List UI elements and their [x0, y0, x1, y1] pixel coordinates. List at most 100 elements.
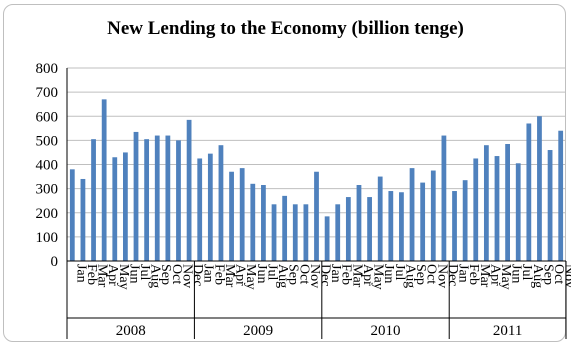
- bar-2010-Apr: [356, 185, 362, 261]
- bar-2008-Apr: [101, 99, 107, 261]
- bar-2011-Aug: [526, 123, 532, 261]
- bar-2011-Oct: [547, 150, 553, 261]
- bar-2009-Mar: [218, 145, 224, 261]
- bar-2010-Oct: [420, 182, 426, 261]
- bar-2008-Mar: [91, 139, 96, 261]
- x-tick-label: Mar: [222, 264, 237, 288]
- bar-2011-Jan: [452, 191, 457, 261]
- bar-2011-Sep: [537, 116, 542, 261]
- y-tick-label: 500: [36, 133, 59, 149]
- bar-2011-May: [494, 156, 500, 261]
- bar-2008-Sep: [154, 135, 160, 261]
- x-tick-label: Sep: [413, 264, 428, 285]
- bar-2009-Dec: [314, 171, 319, 261]
- x-tick-label: Jun: [254, 264, 269, 283]
- x-tick-label: Jul: [519, 264, 534, 280]
- bar-2008-Feb: [80, 178, 86, 261]
- x-tick-label: Mar: [477, 264, 492, 288]
- x-tick-label: Feb: [339, 264, 354, 285]
- x-tick-label: May: [371, 264, 386, 290]
- bar-2009-Nov: [303, 204, 309, 261]
- x-tick-label: Nov: [434, 264, 449, 288]
- bar-2009-Apr: [229, 171, 234, 261]
- x-tick-label: Oct: [424, 264, 439, 284]
- bar-2010-Sep: [409, 168, 415, 261]
- x-tick-label: Oct: [551, 264, 566, 284]
- x-tick-label: Nov: [307, 264, 322, 288]
- x-tick-label: Nov: [179, 264, 194, 288]
- bar-2009-Feb: [207, 153, 213, 261]
- x-tick-label: Feb: [84, 264, 99, 285]
- x-tick-label: Sep: [286, 264, 301, 285]
- x-tick-label: Dec: [190, 264, 205, 287]
- bar-2008-Aug: [144, 139, 150, 261]
- x-tick-label: Apr: [360, 264, 375, 286]
- bar-2009-Jun: [250, 183, 256, 261]
- bar-2010-May: [367, 197, 372, 261]
- x-tick-label: Jul: [137, 264, 152, 280]
- bar-2008-Jun: [123, 152, 128, 261]
- bar-2010-Jul: [388, 191, 394, 261]
- x-tick-label: Jan: [456, 264, 471, 283]
- bar-2011-Apr: [483, 145, 489, 261]
- x-tick-label: Apr: [487, 264, 502, 286]
- x-tick-label: Mar: [95, 264, 110, 288]
- x-tick-label: Jul: [264, 264, 279, 280]
- bar-2010-Dec: [441, 135, 447, 261]
- x-tick-label: Feb: [466, 264, 481, 285]
- x-tick-label: Oct: [296, 264, 311, 284]
- bar-2009-Oct: [292, 204, 298, 261]
- x-tick-label: Jan: [201, 264, 216, 283]
- bar-2009-Sep: [282, 195, 288, 261]
- x-tick-label: Sep: [158, 264, 173, 285]
- x-tick-label: Dec: [318, 264, 333, 287]
- x-tick-label: Jan: [328, 264, 343, 283]
- x-tick-label: Aug: [530, 264, 545, 288]
- y-tick-label: 0: [51, 254, 59, 270]
- bar-2009-Jan: [197, 158, 203, 261]
- x-tick-label: Jul: [392, 264, 407, 280]
- x-tick-label: Jun: [126, 264, 141, 283]
- bar-2011-Jul: [515, 163, 521, 261]
- y-tick-label: 800: [36, 61, 59, 77]
- x-tick-label: Jan: [73, 264, 88, 283]
- x-tick-label: Jun: [509, 264, 524, 283]
- bar-2008-Oct: [165, 135, 171, 261]
- bar-2009-Aug: [271, 204, 277, 261]
- bar-2008-Jul: [133, 131, 139, 261]
- x-tick-label: Aug: [402, 264, 417, 288]
- year-label: 2010: [371, 323, 401, 339]
- x-tick-label: Feb: [211, 264, 226, 285]
- year-label: 2008: [116, 323, 146, 339]
- bar-2011-Mar: [473, 158, 479, 261]
- y-tick-label: 100: [36, 230, 59, 246]
- bar-2009-May: [239, 168, 245, 261]
- x-tick-label: Aug: [148, 264, 163, 288]
- x-tick-label: May: [243, 264, 258, 290]
- y-tick-label: 200: [36, 206, 59, 222]
- year-label: 2009: [243, 323, 273, 339]
- bar-2009-Jul: [261, 185, 266, 261]
- x-tick-label: Oct: [169, 264, 184, 284]
- x-tick-label: Mar: [349, 264, 364, 288]
- x-tick-label: Sep: [540, 264, 555, 285]
- bar-2008-Nov: [176, 140, 181, 261]
- bar-2010-Feb: [335, 204, 341, 261]
- y-tick-label: 300: [36, 182, 59, 198]
- bar-2010-Aug: [399, 192, 404, 261]
- chart-title: New Lending to the Economy (billion teng…: [107, 18, 464, 39]
- x-tick-label: Jun: [381, 264, 396, 283]
- bar-2010-Jan: [324, 216, 330, 261]
- year-label: 2011: [493, 323, 522, 339]
- y-tick-label: 700: [36, 85, 59, 101]
- bar-2011-Feb: [462, 180, 468, 261]
- bar-2010-Nov: [430, 170, 436, 261]
- x-tick-label: Dec: [445, 264, 460, 287]
- bar-2010-Jun: [377, 176, 383, 261]
- bar-2011-Jun: [505, 143, 510, 261]
- y-tick-label: 400: [36, 158, 59, 174]
- bar-2008-Dec: [186, 119, 192, 262]
- x-tick-label: Apr: [105, 264, 120, 286]
- bar-2011-Nov: [558, 130, 564, 261]
